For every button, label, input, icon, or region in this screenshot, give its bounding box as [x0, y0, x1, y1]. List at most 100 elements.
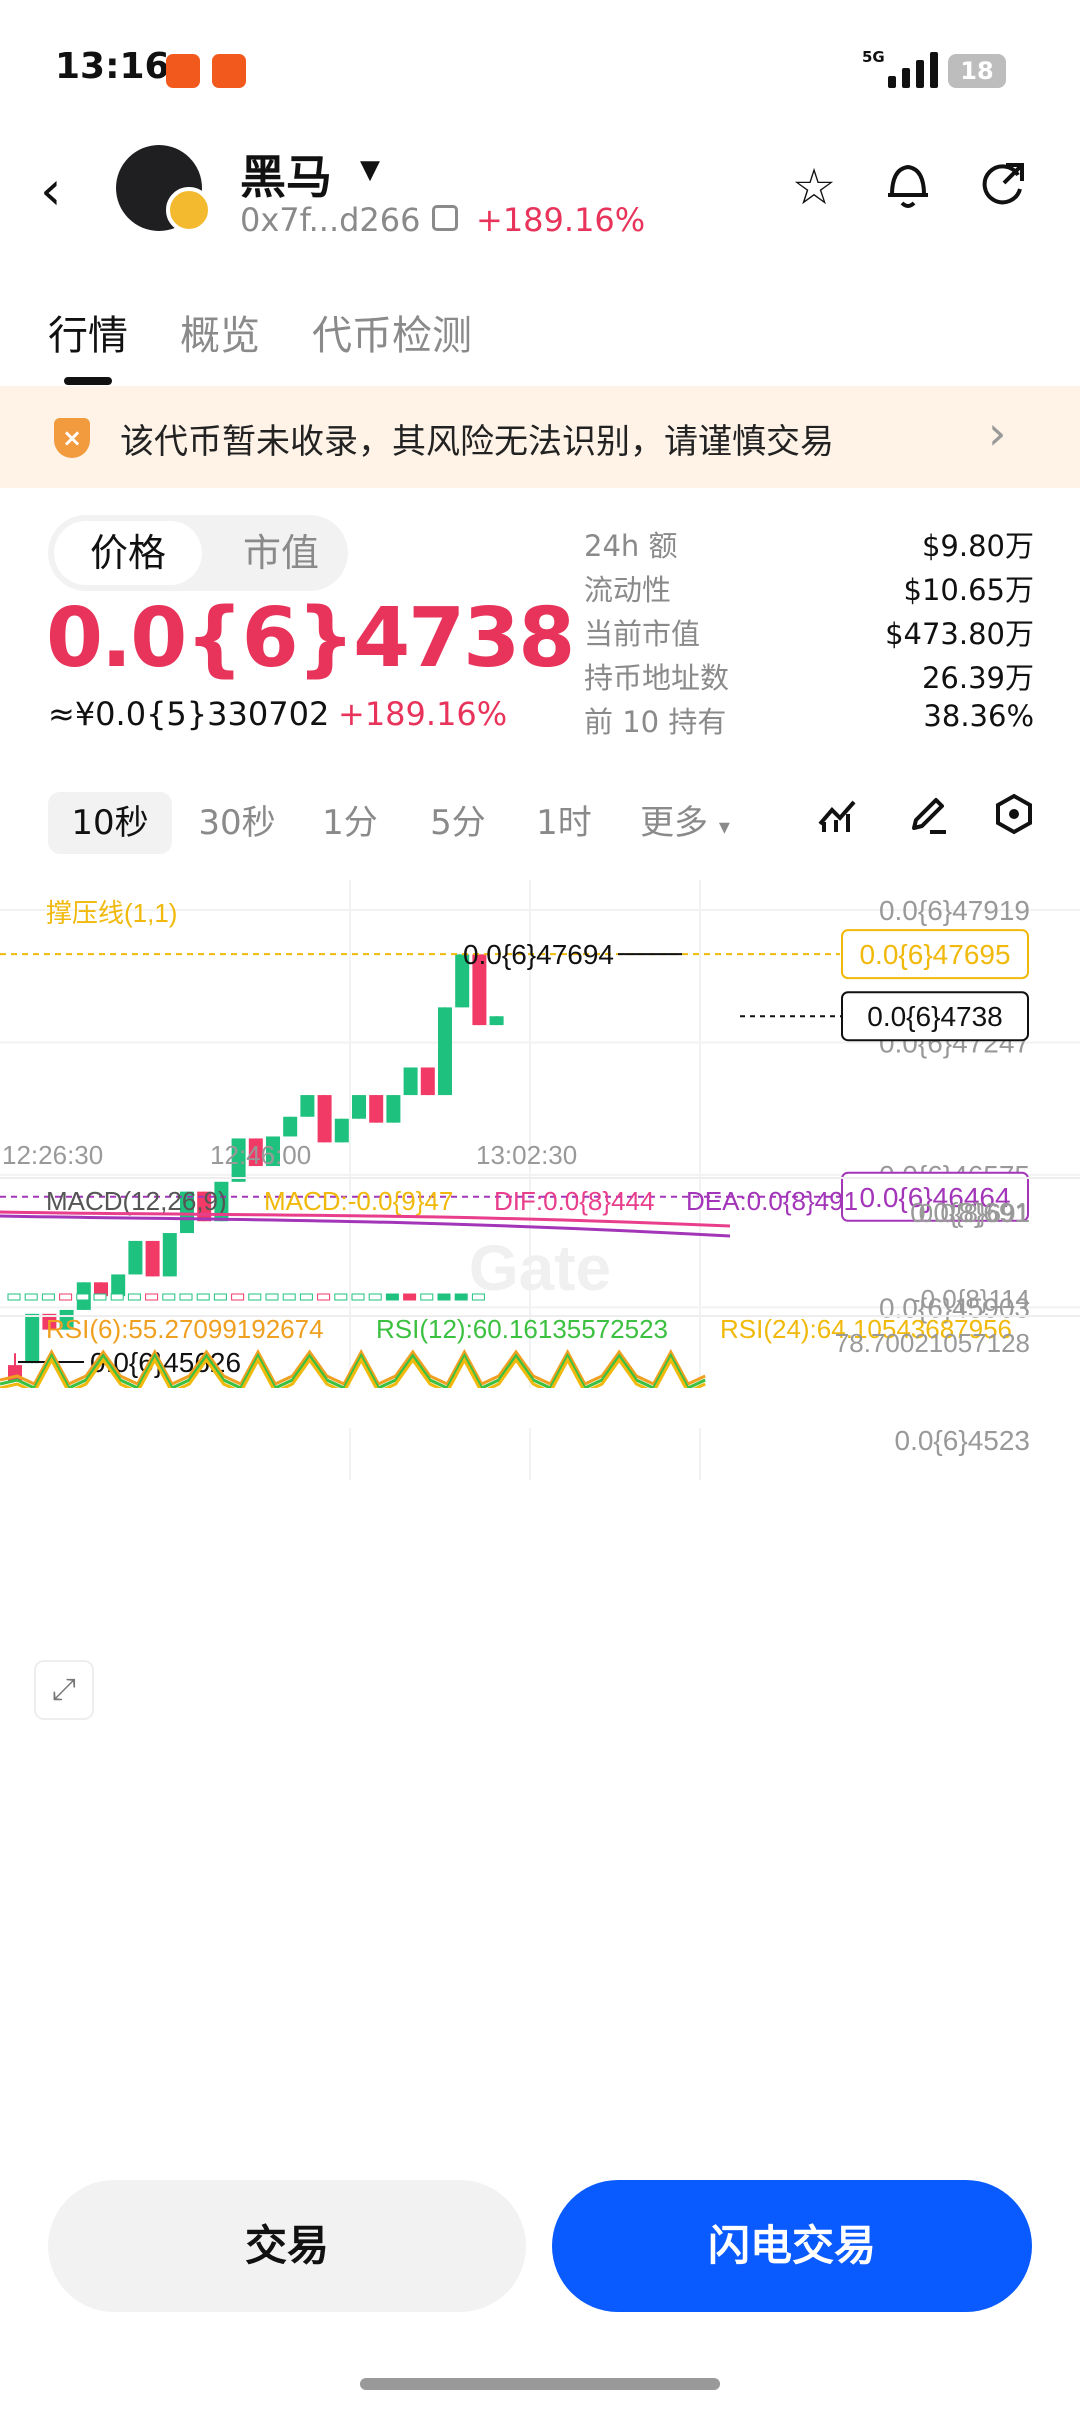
macd-bar	[76, 1293, 90, 1301]
price-change: +189.16%	[338, 695, 508, 733]
stat-marketcap: 当前市值 $473.80万	[584, 617, 1034, 651]
chevron-right-icon: ›	[988, 406, 1007, 460]
star-icon[interactable]: ☆	[791, 158, 837, 216]
candle-body	[94, 1282, 108, 1297]
flash-trade-button[interactable]: 闪电交易	[552, 2180, 1032, 2312]
app-notification-icon-2	[212, 54, 246, 88]
macd-bar	[213, 1293, 227, 1301]
macd-bar	[437, 1293, 451, 1301]
interval-more[interactable]: 更多 ▾	[640, 803, 730, 843]
rsi12-label: RSI(12):60.16135572523	[376, 1314, 668, 1344]
candle-body	[180, 1191, 194, 1234]
interval-10s[interactable]: 10秒	[48, 792, 172, 854]
candle-body	[266, 1136, 280, 1167]
macd-bar	[368, 1293, 382, 1301]
macd-bar	[145, 1293, 159, 1301]
macd-bar	[41, 1293, 55, 1301]
toggle-marketcap[interactable]: 市值	[242, 531, 319, 575]
candle-body	[214, 1181, 229, 1222]
interval-1h[interactable]: 1时	[536, 803, 592, 843]
support-label: 0.0{6}46464	[859, 1182, 1010, 1213]
current-price: 0.0{6}4738	[46, 591, 575, 686]
macd-axis-top: 0.0{8}691	[919, 1198, 1030, 1228]
candle-body	[317, 1095, 332, 1143]
tab-token-check[interactable]: 代币检测	[312, 313, 472, 359]
candle-body	[59, 1309, 74, 1330]
macd-bar	[7, 1293, 21, 1301]
rsi24-label: RSI(24):64.10543687956	[720, 1314, 1012, 1344]
section-tabs: 行情 概览 代币检测	[0, 285, 1080, 385]
signal-icon	[880, 50, 940, 88]
toggle-price[interactable]: 价格	[54, 521, 202, 585]
bell-icon[interactable]	[876, 155, 940, 219]
status-time: 13:16	[55, 46, 170, 87]
macd-bar	[162, 1293, 176, 1301]
active-tab-indicator	[64, 377, 112, 385]
macd-bar	[110, 1293, 124, 1301]
macd-dea-line	[0, 1214, 731, 1238]
macd-bar	[454, 1293, 468, 1301]
token-header: ‹ 黑马 ▼ 0x7f...d266 +189.16% ☆	[0, 135, 1080, 285]
rsi6-line	[0, 1348, 706, 1386]
price-axis-tick: 0.0{6}4523	[895, 1425, 1031, 1456]
price-summary: 价格 市值 0.0{6}4738 ≈¥0.0{5}330702 +189.16%…	[0, 505, 1080, 755]
battery-icon: 18	[948, 54, 1006, 88]
trade-button[interactable]: 交易	[48, 2180, 526, 2312]
macd-bar	[420, 1293, 434, 1301]
token-switch-caret-icon[interactable]: ▼	[360, 155, 380, 185]
header-change: +189.16%	[476, 201, 646, 239]
bottom-actions: 交易 闪电交易	[0, 2180, 1080, 2320]
settings-hexagon-icon[interactable]	[984, 792, 1044, 854]
copy-icon[interactable]	[432, 205, 458, 231]
interval-1m[interactable]: 1分	[322, 803, 378, 843]
kline-svg[interactable]: Gate 撑压线(1,1) 0.0{6}479190.0{6}472470.0{…	[0, 880, 1080, 1780]
cny-price: ≈¥0.0{5}330702	[48, 695, 330, 733]
resistance-label: 0.0{6}47695	[859, 939, 1010, 970]
macd-axis-top: 0.0{8}691	[910, 1197, 1030, 1228]
high-label: 0.0{6}47694	[463, 939, 614, 970]
resistance-label-box	[841, 929, 1029, 980]
time-axis-tick: 12:26:30	[2, 1140, 103, 1170]
macd-bar	[317, 1293, 331, 1301]
stat-holders: 持币地址数 26.39万	[584, 661, 1034, 695]
candle-body	[369, 1095, 384, 1123]
risk-notice-banner[interactable]: × 该代币暂未收录，其风险无法识别，请谨慎交易 ›	[0, 386, 1080, 488]
macd-bar	[351, 1293, 365, 1301]
current-price-label-box	[841, 991, 1029, 1042]
indicator-icon[interactable]	[808, 792, 868, 854]
candle-body	[128, 1240, 143, 1275]
expand-chart-icon[interactable]: ⤢	[34, 1660, 94, 1720]
token-name[interactable]: 黑马	[240, 150, 332, 204]
candle-body	[162, 1233, 177, 1277]
price-axis-tick: 0.0{6}45903	[879, 1292, 1030, 1323]
rsi-axis-top: 78.70021057128	[835, 1328, 1030, 1358]
support-label-box	[841, 1171, 1029, 1222]
interval-5m[interactable]: 5分	[430, 803, 486, 843]
tab-market[interactable]: 行情	[48, 313, 128, 359]
macd-bar	[299, 1293, 313, 1301]
candle-body	[489, 1016, 504, 1026]
macd-bar	[265, 1293, 279, 1301]
candle-body	[300, 1095, 315, 1117]
macd-bar	[59, 1293, 73, 1301]
macd-bar	[127, 1293, 141, 1301]
time-axis-tick: 13:02:30	[476, 1140, 577, 1170]
risk-notice-text: 该代币暂未收录，其风险无法识别，请谨慎交易	[120, 422, 834, 462]
macd-bar	[179, 1293, 193, 1301]
candle-body	[438, 1007, 452, 1096]
status-bar: 13:16 5G 18	[0, 0, 1080, 135]
chain-badge-icon	[166, 187, 212, 233]
stat-volume: 24h 额 $9.80万	[584, 529, 1034, 563]
stat-liquidity: 流动性 $10.65万	[584, 573, 1034, 607]
draw-pencil-icon[interactable]	[898, 792, 958, 854]
share-icon[interactable]	[972, 155, 1036, 219]
candle-body	[352, 1095, 366, 1119]
macd-bar	[24, 1293, 38, 1301]
tab-overview[interactable]: 概览	[180, 313, 260, 359]
macd-bar	[282, 1293, 296, 1301]
macd-bar	[248, 1293, 262, 1301]
interval-30s[interactable]: 30秒	[198, 803, 276, 843]
kline-chart[interactable]: Gate 撑压线(1,1) 0.0{6}47919 0.0{6}47247 0.0{…	[0, 880, 1080, 1780]
back-icon[interactable]: ‹	[40, 159, 62, 222]
rsi6-label: RSI(6):55.27099192674	[46, 1314, 324, 1344]
